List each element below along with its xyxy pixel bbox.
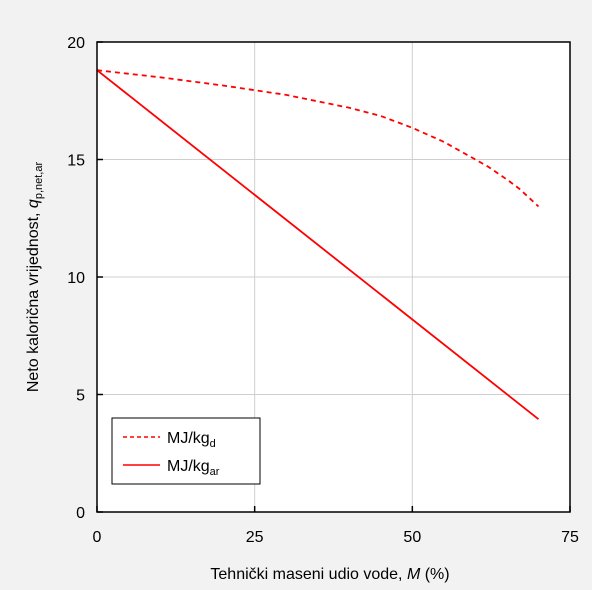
axis-ticks: 0 25 50 75 0 5 10 15 20	[67, 35, 579, 546]
legend-label-as-received-subscript: ar	[210, 466, 220, 478]
grid-lines	[97, 42, 570, 512]
x-tick-label: 0	[93, 529, 102, 546]
y-axis-label-subscript: p,net,ar	[33, 162, 45, 200]
legend-label-dry-text: MJ/kg	[167, 430, 210, 447]
legend-box	[111, 417, 261, 485]
legend: MJ/kgd MJ/kgar	[111, 417, 261, 485]
y-tick-label: 20	[67, 35, 85, 52]
y-axis-label-text: Neto kalorična vrijednost,	[25, 208, 42, 392]
y-tick-label: 0	[76, 505, 85, 522]
y-tick-label: 10	[67, 270, 85, 287]
legend-label-as-received: MJ/kgar	[167, 458, 220, 478]
series-layer	[96, 69, 540, 420]
y-axis-label: Neto kalorična vrijednost, qp,net,ar	[25, 162, 45, 393]
series-line-dry-basis	[96, 69, 540, 208]
y-axis-label-symbol: q	[25, 199, 42, 208]
legend-label-as-received-text: MJ/kg	[167, 458, 210, 475]
x-axis-label: Tehnički maseni udio vode, M (%)	[210, 566, 449, 583]
x-tick-label: 50	[403, 529, 421, 546]
x-axis-label-unit: (%)	[420, 566, 449, 583]
series-line-as-received	[96, 69, 540, 420]
legend-label-dry-subscript: d	[210, 438, 216, 450]
y-tick-label: 5	[76, 388, 85, 405]
legend-label-dry: MJ/kgd	[167, 430, 216, 450]
x-axis-label-symbol: M	[407, 566, 421, 583]
x-tick-label: 25	[246, 529, 264, 546]
x-axis-label-text: Tehnički maseni udio vode,	[210, 566, 407, 583]
y-tick-label: 15	[67, 153, 85, 170]
x-tick-label: 75	[561, 529, 579, 546]
